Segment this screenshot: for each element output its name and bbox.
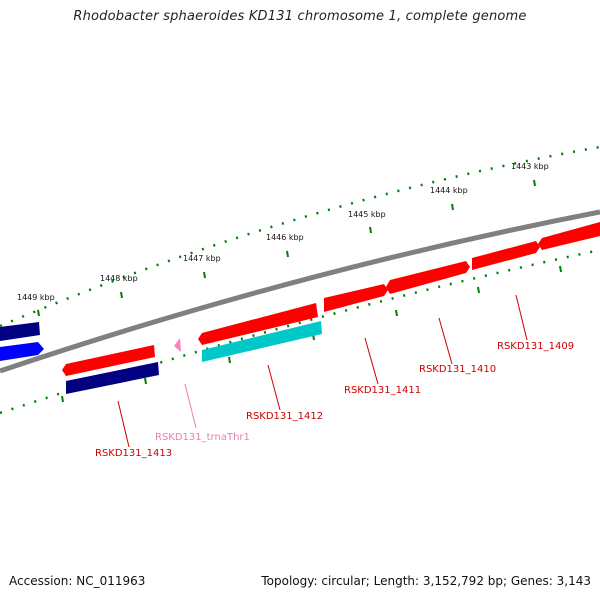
scale-tick-1449	[37, 309, 40, 317]
gene-label-1412[interactable]: RSKD131_1412	[246, 411, 323, 422]
gene-label-1410[interactable]: RSKD131_1410	[419, 364, 496, 375]
scale-tick-1448	[120, 291, 123, 299]
scale-tick-1446	[286, 250, 289, 258]
leader-trnathr1	[184, 383, 197, 429]
scale-label-1446: 1446 kbp	[266, 233, 304, 242]
outer-scale-ruler	[0, 145, 600, 328]
gene-arrow-rskd131-1410[interactable]	[472, 241, 540, 270]
gene-label-1409[interactable]: RSKD131_1409	[497, 341, 574, 352]
scale-label-1448: 1448 kbp	[100, 274, 138, 283]
gene-arrow-cyan[interactable]	[202, 321, 322, 362]
genome-backbone	[0, 209, 600, 374]
leader-1409	[515, 294, 528, 341]
inner-scale-ruler	[0, 248, 600, 415]
gene-arrow-rskd131-1412[interactable]	[198, 303, 318, 345]
scale-label-1447: 1447 kbp	[183, 254, 221, 263]
accession-text: Accession: NC_011963	[9, 574, 146, 588]
label-leaders	[117, 294, 528, 448]
gene-arrow-rskd131-trnathr1[interactable]	[174, 338, 181, 352]
gene-arrow-left-blue[interactable]	[0, 342, 44, 361]
scale-tick-1443	[533, 179, 536, 187]
leader-1412	[267, 364, 281, 411]
scale-labels: 1443 kbp 1444 kbp 1445 kbp 1446 kbp 1447…	[17, 162, 549, 302]
scale-label-1443: 1443 kbp	[511, 162, 549, 171]
gene-label-1411[interactable]: RSKD131_1411	[344, 385, 421, 396]
leader-1413	[117, 400, 130, 448]
scale-tick-1447	[203, 271, 206, 279]
scale-label-1444: 1444 kbp	[430, 186, 468, 195]
scale-label-1449: 1449 kbp	[17, 293, 55, 302]
leader-1410	[438, 317, 453, 365]
forward-strand-genes	[0, 222, 600, 376]
gene-arrow-navy-left[interactable]	[0, 322, 40, 341]
reverse-strand-genes	[0, 321, 322, 394]
outer-ruler-dots	[0, 145, 600, 328]
scale-tick-1445	[369, 226, 372, 234]
gene-arrow-rskd131-1409[interactable]	[538, 222, 600, 250]
gene-arrow-rskd131-1411[interactable]	[324, 284, 388, 312]
scale-tick-1444	[451, 203, 454, 211]
gene-labels: RSKD131_1409 RSKD131_1410 RSKD131_1411 R…	[95, 341, 574, 459]
leader-1411	[364, 337, 379, 385]
genome-summary-text: Topology: circular; Length: 3,152,792 bp…	[261, 574, 591, 588]
map-title: Rhodobacter sphaeroides KD131 chromosome…	[73, 9, 527, 24]
gene-arrow-rskd131-1413[interactable]	[62, 345, 155, 376]
gene-arrow-rskd131-1410b[interactable]	[386, 261, 470, 294]
gene-arrow-navy[interactable]	[66, 362, 159, 394]
scale-label-1445: 1445 kbp	[348, 210, 386, 219]
gene-label-trnathr1[interactable]: RSKD131_trnaThr1	[155, 432, 250, 443]
gene-label-1413[interactable]: RSKD131_1413	[95, 448, 172, 459]
